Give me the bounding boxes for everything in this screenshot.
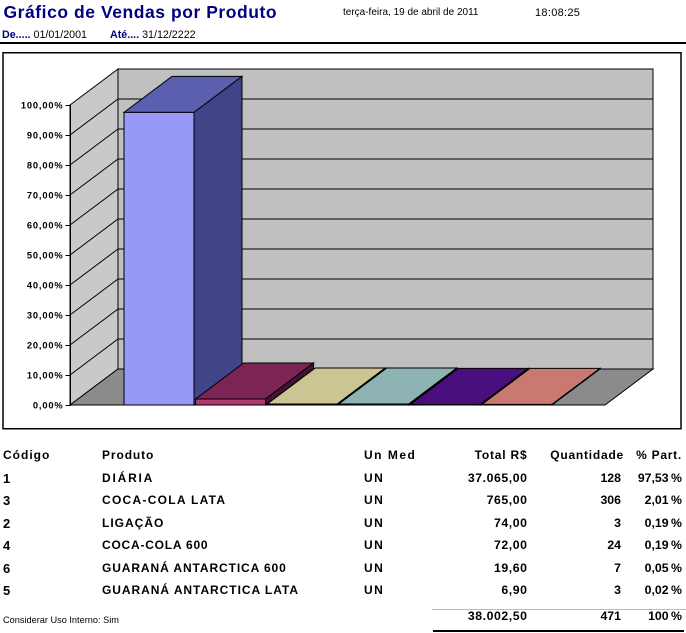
svg-text:10,00%: 10,00% <box>27 371 64 381</box>
svg-text:100,00%: 100,00% <box>21 101 64 111</box>
svg-text:30,00%: 30,00% <box>27 311 64 321</box>
svg-text:70,00%: 70,00% <box>27 191 64 201</box>
svg-text:0,00%: 0,00% <box>33 401 64 411</box>
svg-text:40,00%: 40,00% <box>27 281 64 291</box>
svg-text:80,00%: 80,00% <box>27 161 64 171</box>
svg-text:60,00%: 60,00% <box>27 221 64 231</box>
svg-text:50,00%: 50,00% <box>27 251 64 261</box>
svg-text:90,00%: 90,00% <box>27 131 64 141</box>
svg-text:20,00%: 20,00% <box>27 341 64 351</box>
